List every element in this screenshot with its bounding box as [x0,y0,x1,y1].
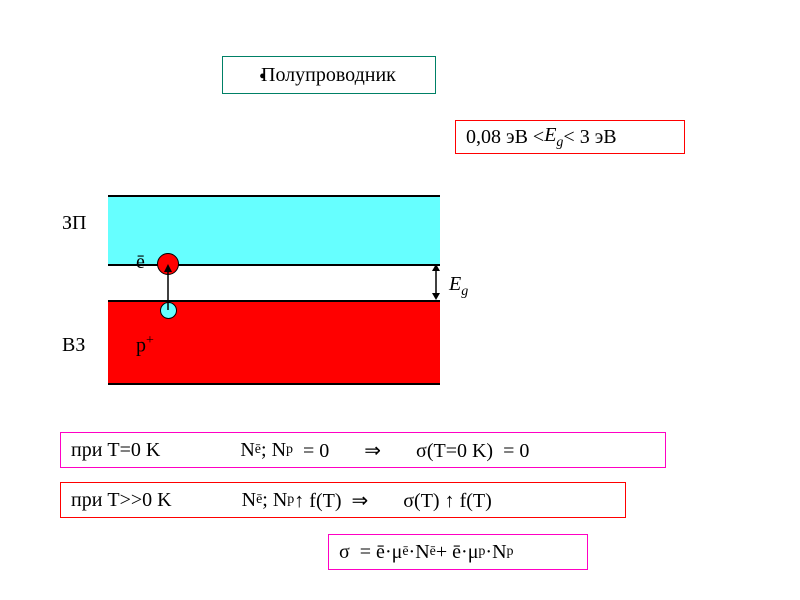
vb-bottom-line [108,383,440,385]
electron-label: ē [136,251,145,274]
cb-top-line [108,195,440,197]
title-text: Полупроводник [261,64,396,87]
hole-particle [160,302,177,319]
bandgap-inequality: 0,08 эВ < Eg < 3 эВ [455,120,685,154]
slide: { "title": { "text": "Полупроводник", "b… [0,0,800,600]
eg-label: Eg [449,273,468,300]
valence-band [108,300,440,383]
conduction-band [108,195,440,264]
title-box: • Полупроводник [222,56,436,94]
zp-label: ЗП [62,212,86,235]
vb-top-line [108,300,440,302]
electron-particle [157,253,179,275]
hole-label: p+ [136,333,154,358]
equation-tgt0: при T>>0 K Nē; Np ↑ f(T) ⇒ σ(T) ↑ f(T) [60,482,626,518]
vz-label: ВЗ [62,334,85,357]
equation-t0: при T=0 K Nē; Np = 0 ⇒ σ(T=0 K) = 0 [60,432,666,468]
title-bullet: • [259,66,266,89]
equation-sigma: σ = ē·μē·Nē + ē·μp·Np [328,534,588,570]
